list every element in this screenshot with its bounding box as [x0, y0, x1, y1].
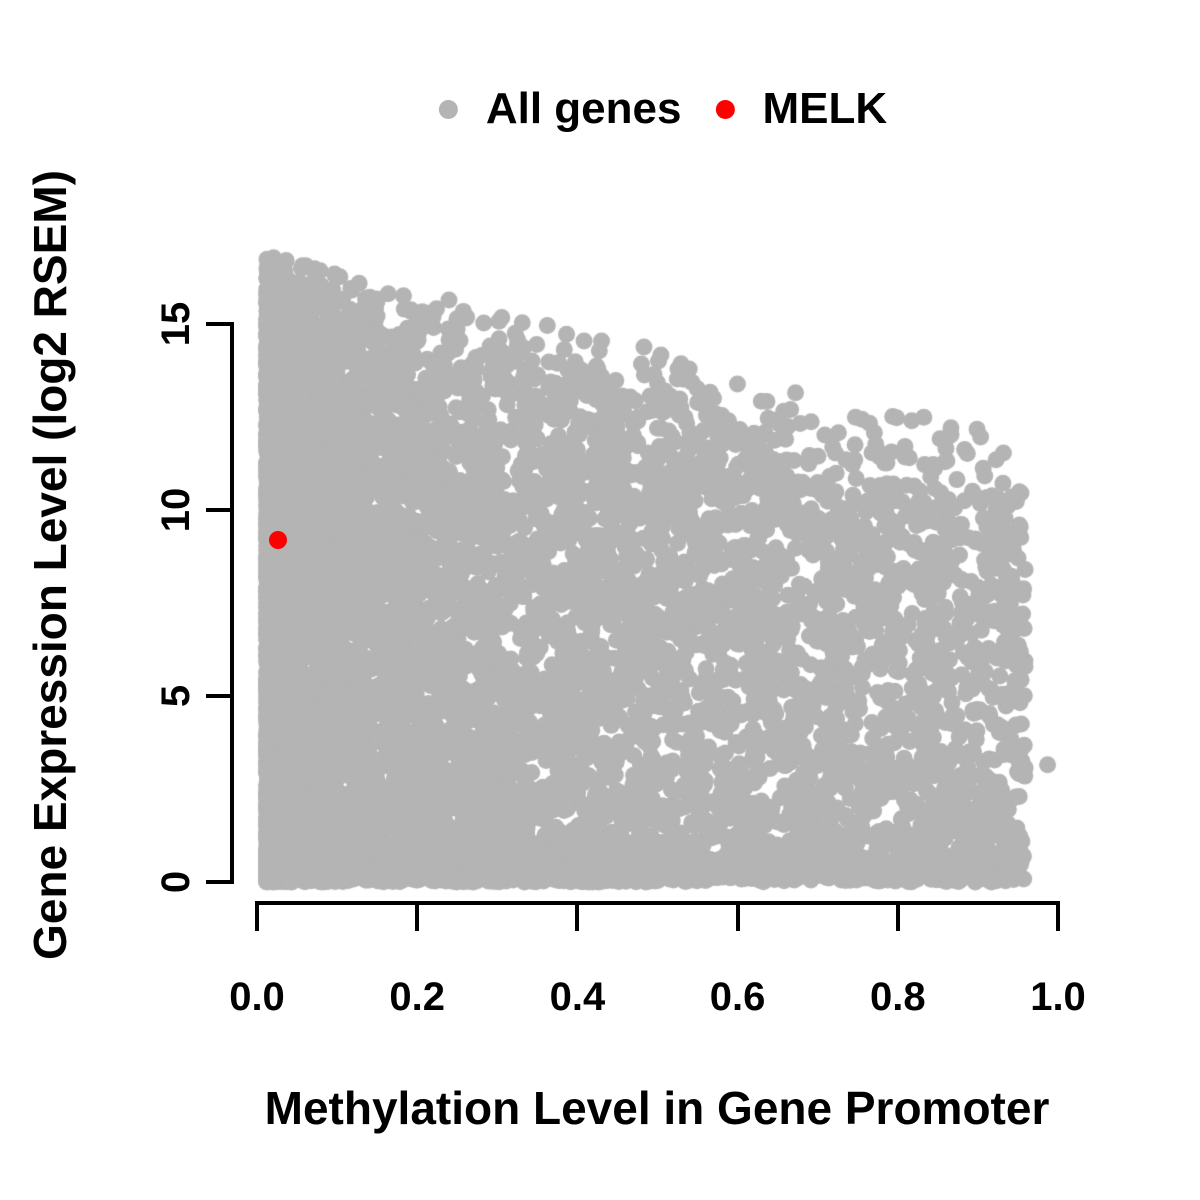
x-tick-label: 1.0	[1030, 975, 1086, 1019]
all-genes-marker-icon	[438, 99, 458, 119]
legend: All genes MELK	[438, 84, 887, 133]
x-tick-label: 0.6	[709, 975, 766, 1019]
y-tick	[206, 322, 234, 326]
legend-label-melk: MELK	[762, 84, 888, 133]
legend-item-melk: MELK	[715, 87, 887, 131]
y-axis-line	[230, 322, 234, 884]
x-tick	[735, 905, 740, 931]
x-tick	[895, 905, 900, 931]
legend-label-all-genes: All genes	[485, 84, 682, 133]
y-tick	[206, 508, 234, 512]
x-tick-label: 0.0	[229, 975, 285, 1019]
melk-marker-icon	[715, 99, 735, 119]
x-tick-label: 0.4	[549, 975, 606, 1019]
y-tick-label: 5	[154, 684, 198, 708]
x-axis-line	[255, 901, 1060, 905]
y-axis-title: Gene Expression Level (log2 RSEM)	[24, 170, 76, 960]
y-tick-label: 10	[154, 487, 198, 533]
y-tick	[206, 880, 234, 884]
legend-item-all-genes: All genes	[438, 84, 682, 133]
x-tick	[255, 905, 259, 931]
y-tick-label: 0	[154, 870, 198, 894]
x-tick	[1056, 905, 1060, 931]
x-tick-label: 0.8	[869, 975, 926, 1019]
melk-data-point	[268, 530, 287, 549]
y-tick-label: 15	[154, 301, 198, 347]
x-tick-label: 0.2	[389, 975, 445, 1019]
x-tick	[575, 905, 580, 931]
x-tick	[415, 905, 420, 931]
y-tick	[206, 694, 234, 698]
x-axis-title: Methylation Level in Gene Promoter	[264, 1082, 1050, 1134]
